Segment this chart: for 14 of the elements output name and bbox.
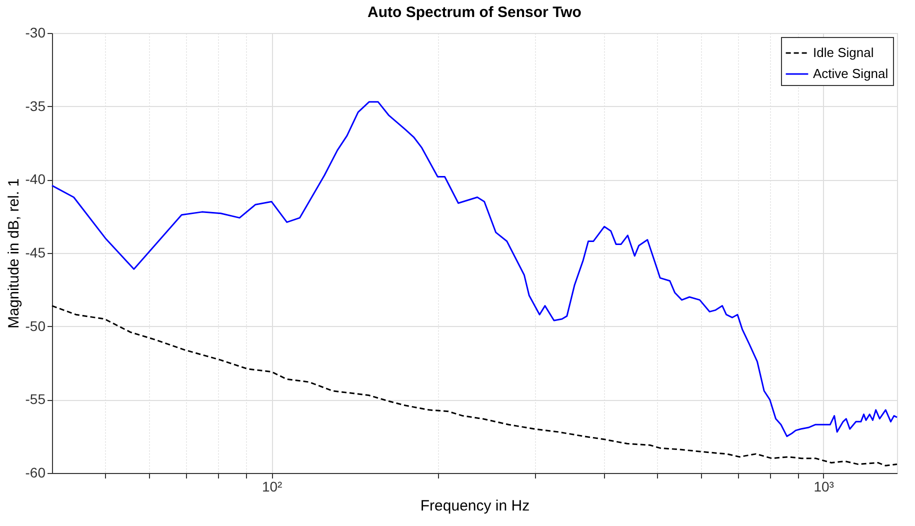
x-tick-label: 10² bbox=[262, 478, 283, 494]
y-axis-title: Magnitude in dB, rel. 1 bbox=[5, 178, 22, 329]
x-tick-label: 10³ bbox=[814, 478, 834, 494]
legend-label: Active Signal bbox=[813, 66, 888, 81]
y-tick-label: -50 bbox=[25, 318, 46, 334]
y-tick-label: -55 bbox=[25, 391, 46, 408]
y-tick-label: -40 bbox=[25, 171, 46, 188]
chart-title: Auto Spectrum of Sensor Two bbox=[368, 4, 582, 21]
y-tick-label: -60 bbox=[25, 464, 46, 480]
x-axis-title: Frequency in Hz bbox=[420, 498, 530, 514]
y-tick-label: -35 bbox=[25, 98, 46, 114]
y-tick-label: -30 bbox=[25, 24, 46, 40]
legend-label: Idle Signal bbox=[813, 45, 874, 60]
y-tick-label: -45 bbox=[25, 244, 46, 260]
